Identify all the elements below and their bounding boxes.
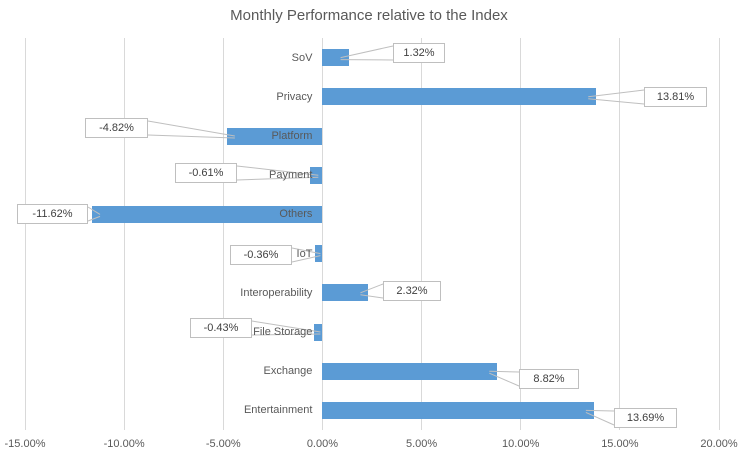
chart-title: Monthly Performance relative to the Inde… [230,7,508,24]
leader-line-platform [147,134,235,139]
leader-line-iot [291,247,321,255]
category-label-exchange: Exchange [263,365,313,378]
x-tick-label: 5.00% [405,438,438,450]
category-label-platform: Platform [271,130,313,142]
leader-line-others [87,206,101,215]
leader-line-exchange [489,372,520,387]
data-label-privacy: 13.81% [644,87,707,107]
data-label-payment: -0.61% [175,163,237,183]
leader-line-interoperability [360,294,384,299]
data-label-interoperability: 2.32% [383,281,441,301]
leader-line-exchange [489,370,520,373]
x-tick-label: 15.00% [601,438,639,450]
gridline--15 [24,38,26,430]
x-tick-label: 0.00% [306,438,339,450]
x-tick-label: 10.00% [502,438,540,450]
bar-others [92,205,323,223]
leader-line-others [87,215,101,222]
bar-exchange [322,362,498,380]
x-tick-label: 20.00% [700,438,738,450]
gridline-15 [619,38,621,430]
data-label-iot: -0.36% [230,245,292,265]
gridline-10 [520,38,522,430]
category-label-payment: Payment [269,169,313,182]
data-label-sov: 1.32% [393,43,445,63]
gridline--5 [222,38,224,430]
gridline-5 [421,38,423,430]
category-label-sov: SoV [291,51,313,64]
leader-line-payment [236,165,319,176]
leader-line-file-storage [251,320,321,333]
category-label-interoperability: Interoperability [240,286,313,299]
gridline-20 [718,38,720,430]
x-tick-label: -10.00% [103,438,145,450]
data-label-file-storage: -0.43% [190,318,252,338]
leader-line-iot [291,255,321,263]
x-tick-label: -5.00% [205,438,241,450]
leader-line-entertainment [585,409,615,412]
category-label-entertainment: Entertainment [243,404,313,417]
leader-line-file-storage [251,333,321,336]
leader-line-entertainment [585,411,615,426]
bar-entertainment [322,401,594,419]
gridline--10 [123,38,125,430]
category-label-others: Others [279,208,313,221]
category-label-file-storage: File Storage [253,326,313,338]
leader-line-privacy [588,89,645,98]
bar-privacy [322,88,597,106]
data-label-platform: -4.82% [85,118,148,138]
category-label-iot: IoT [296,247,313,260]
bar-interoperability [322,284,369,302]
bar-platform [226,127,323,145]
leader-line-payment [236,176,319,181]
leader-line-sov [340,45,394,59]
data-label-entertainment: 13.69% [614,408,677,428]
gridline-0 [321,38,323,430]
leader-line-platform [147,120,235,137]
bar-sov [322,49,349,67]
leader-line-privacy [588,98,645,105]
leader-line-interoperability [360,283,384,294]
data-label-exchange: 8.82% [519,369,579,389]
data-label-others: -11.62% [17,204,88,224]
x-tick-label: -15.00% [4,438,46,450]
category-label-privacy: Privacy [276,90,313,103]
